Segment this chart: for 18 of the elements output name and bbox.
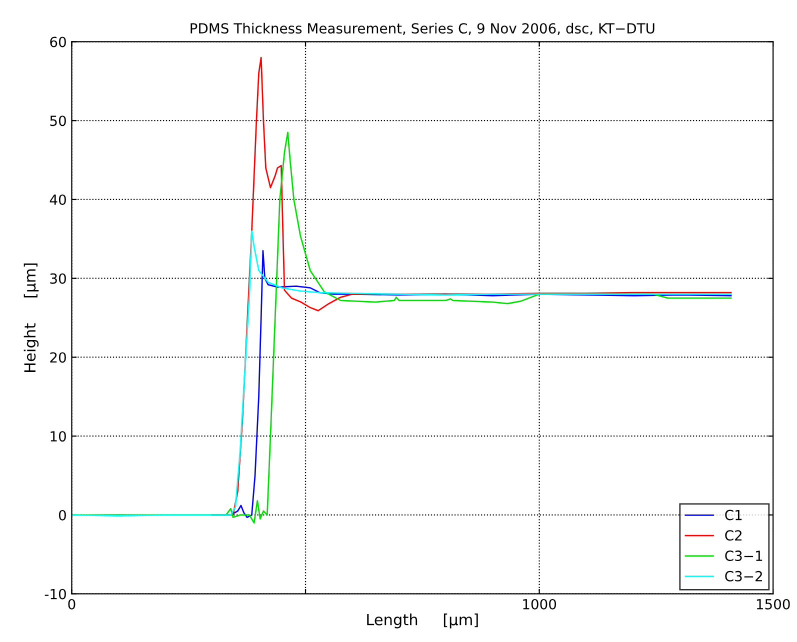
x-tick-label: 0 — [68, 598, 76, 610]
x-tick-label: 1500 — [756, 598, 790, 610]
y-tick-label: 20 — [50, 352, 66, 363]
legend-label: C2 — [725, 530, 742, 541]
y-tick-label: -10 — [44, 588, 66, 600]
chart-title: PDMS Thickness Measurement, Series C, 9 Nov 2006, dsc, KT−DTU — [190, 22, 654, 36]
x-tick-label: 1000 — [523, 598, 556, 610]
y-tick-label: 40 — [50, 194, 66, 205]
x-axis-title: Length [µm] — [367, 614, 478, 628]
legend-label: C1 — [725, 510, 742, 520]
legend-label: C3−1 — [725, 550, 762, 562]
y-tick-label: 60 — [50, 36, 66, 48]
y-tick-label: 0 — [58, 510, 66, 520]
y-tick-label: 50 — [50, 116, 66, 126]
y-tick-label: 10 — [50, 431, 66, 442]
legend-label: C3−2 — [725, 570, 762, 582]
y-axis-title: Height [µm] — [24, 263, 39, 372]
y-tick-label: 30 — [50, 273, 66, 284]
